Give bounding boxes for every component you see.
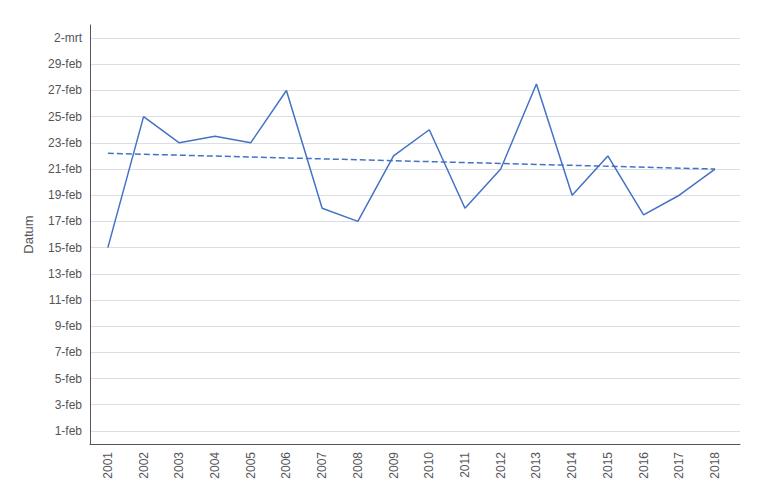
svg-text:2004: 2004 — [208, 452, 222, 479]
svg-text:2014: 2014 — [565, 452, 579, 479]
svg-text:25-feb: 25-feb — [48, 110, 82, 124]
svg-text:2017: 2017 — [672, 452, 686, 479]
svg-text:2009: 2009 — [387, 452, 401, 479]
svg-text:5-feb: 5-feb — [55, 372, 83, 386]
svg-text:2013: 2013 — [529, 452, 543, 479]
svg-text:13-feb: 13-feb — [48, 267, 82, 281]
svg-text:2005: 2005 — [244, 452, 258, 479]
svg-text:2008: 2008 — [351, 452, 365, 479]
svg-text:Datum: Datum — [21, 215, 36, 253]
svg-text:17-feb: 17-feb — [48, 214, 82, 228]
svg-text:29-feb: 29-feb — [48, 57, 82, 71]
svg-text:19-feb: 19-feb — [48, 188, 82, 202]
svg-text:2002: 2002 — [137, 452, 151, 479]
svg-text:2018: 2018 — [708, 452, 722, 479]
svg-text:1-feb: 1-feb — [55, 424, 83, 438]
svg-text:9-feb: 9-feb — [55, 319, 83, 333]
svg-text:7-feb: 7-feb — [55, 345, 83, 359]
svg-text:2010: 2010 — [422, 452, 436, 479]
svg-text:23-feb: 23-feb — [48, 136, 82, 150]
svg-text:21-feb: 21-feb — [48, 162, 82, 176]
svg-text:2006: 2006 — [279, 452, 293, 479]
svg-text:2012: 2012 — [494, 452, 508, 479]
svg-text:15-feb: 15-feb — [48, 241, 82, 255]
svg-text:2-mrt: 2-mrt — [54, 31, 83, 45]
svg-text:11-feb: 11-feb — [49, 293, 82, 307]
svg-text:3-feb: 3-feb — [55, 398, 83, 412]
svg-text:2015: 2015 — [601, 452, 615, 479]
svg-text:2003: 2003 — [172, 452, 186, 479]
svg-text:2011: 2011 — [458, 452, 472, 478]
svg-text:27-feb: 27-feb — [48, 83, 82, 97]
svg-text:2016: 2016 — [637, 452, 651, 479]
svg-text:2001: 2001 — [101, 452, 115, 479]
svg-text:2007: 2007 — [315, 452, 329, 479]
